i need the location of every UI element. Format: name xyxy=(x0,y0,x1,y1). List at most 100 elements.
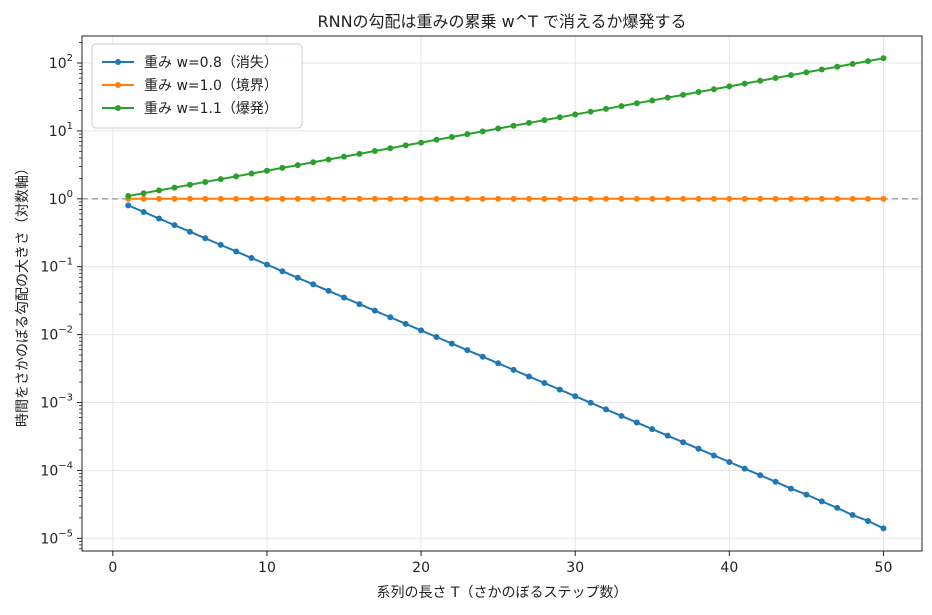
data-point-series-0 xyxy=(464,347,471,354)
data-point-series-1 xyxy=(680,195,687,202)
data-point-series-1 xyxy=(279,195,286,202)
data-point-series-0 xyxy=(248,255,255,262)
data-point-series-1 xyxy=(510,195,517,202)
y-tick-label: 10−5 xyxy=(40,528,73,547)
data-point-series-1 xyxy=(618,195,625,202)
data-point-series-2 xyxy=(433,136,440,143)
data-point-series-1 xyxy=(772,195,779,202)
data-point-series-2 xyxy=(618,103,625,110)
data-point-series-2 xyxy=(787,72,794,79)
data-point-series-2 xyxy=(757,77,764,84)
x-tick-label: 30 xyxy=(566,560,584,576)
data-point-series-1 xyxy=(371,195,378,202)
data-point-series-0 xyxy=(433,333,440,340)
data-point-series-1 xyxy=(310,195,317,202)
data-point-series-1 xyxy=(803,195,810,202)
data-point-series-0 xyxy=(171,222,178,229)
legend-label-0: 重み w=0.8（消失） xyxy=(144,55,278,71)
data-point-series-0 xyxy=(418,327,425,334)
data-point-series-2 xyxy=(387,145,394,152)
x-tick-label: 50 xyxy=(875,560,893,576)
data-point-series-1 xyxy=(356,195,363,202)
data-point-series-0 xyxy=(710,452,717,459)
data-point-series-0 xyxy=(294,274,301,281)
y-tick-label: 10−3 xyxy=(40,393,73,412)
data-point-series-2 xyxy=(865,58,872,65)
y-tick-label: 101 xyxy=(49,121,73,140)
data-point-series-2 xyxy=(572,111,579,118)
data-point-series-2 xyxy=(402,142,409,149)
data-point-series-0 xyxy=(202,235,209,242)
data-point-series-2 xyxy=(849,60,856,67)
data-point-series-2 xyxy=(726,83,733,90)
y-axis-label: 時間をさかのぼる勾配の大きさ（対数軸） xyxy=(15,161,31,427)
x-tick-label: 10 xyxy=(258,560,276,576)
data-point-series-2 xyxy=(325,156,332,163)
data-point-series-1 xyxy=(418,195,425,202)
data-point-series-2 xyxy=(310,159,317,166)
data-point-series-0 xyxy=(448,340,455,347)
data-point-series-1 xyxy=(186,195,193,202)
data-point-series-0 xyxy=(217,241,224,248)
data-point-series-2 xyxy=(495,125,502,132)
data-point-series-2 xyxy=(233,173,240,180)
data-point-series-1 xyxy=(880,195,887,202)
data-point-series-2 xyxy=(741,80,748,87)
data-point-series-2 xyxy=(818,66,825,73)
data-point-series-2 xyxy=(294,162,301,169)
data-point-series-2 xyxy=(356,150,363,157)
data-point-series-0 xyxy=(341,294,348,301)
data-point-series-0 xyxy=(156,215,163,222)
data-point-series-2 xyxy=(680,91,687,98)
series-group xyxy=(125,55,887,532)
data-point-series-1 xyxy=(325,195,332,202)
legend: 重み w=0.8（消失） 重み w=1.0（境界） 重み w=1.1（爆発） xyxy=(91,43,303,129)
x-axis-label: 系列の長さ T（さかのぼるステップ数） xyxy=(376,585,627,601)
data-point-series-0 xyxy=(726,458,733,465)
data-point-series-1 xyxy=(741,195,748,202)
data-point-series-0 xyxy=(356,301,363,308)
data-point-series-0 xyxy=(186,228,193,235)
data-point-series-0 xyxy=(402,320,409,327)
data-point-series-2 xyxy=(341,153,348,160)
data-point-series-1 xyxy=(818,195,825,202)
data-point-series-1 xyxy=(233,195,240,202)
data-point-series-0 xyxy=(849,512,856,519)
grid-lines xyxy=(82,36,922,551)
data-point-series-2 xyxy=(448,133,455,140)
data-point-series-1 xyxy=(525,195,532,202)
data-point-series-2 xyxy=(649,97,656,104)
data-point-series-0 xyxy=(834,504,841,511)
x-tick-label: 40 xyxy=(720,560,738,576)
data-point-series-2 xyxy=(587,108,594,115)
data-point-series-1 xyxy=(433,195,440,202)
data-point-series-1 xyxy=(202,195,209,202)
data-point-series-0 xyxy=(803,491,810,498)
data-point-series-0 xyxy=(865,517,872,524)
y-tick-label: 10−2 xyxy=(40,325,73,344)
data-point-series-0 xyxy=(140,208,147,215)
data-point-series-2 xyxy=(140,190,147,197)
data-point-series-0 xyxy=(772,478,779,485)
data-point-series-0 xyxy=(741,465,748,472)
data-point-series-2 xyxy=(525,119,532,126)
data-point-series-1 xyxy=(156,195,163,202)
y-axis-ticks: 10−5 10−4 10−3 10−2 10−1 100 101 102 xyxy=(40,42,82,550)
data-point-series-2 xyxy=(633,100,640,107)
legend-marker-0 xyxy=(115,59,121,65)
data-point-series-1 xyxy=(341,195,348,202)
data-point-series-0 xyxy=(387,314,394,321)
data-point-series-2 xyxy=(171,184,178,191)
data-point-series-2 xyxy=(263,167,270,174)
data-point-series-0 xyxy=(279,268,286,275)
data-point-series-0 xyxy=(125,202,132,209)
data-point-series-1 xyxy=(572,195,579,202)
data-point-series-0 xyxy=(556,386,563,393)
data-point-series-2 xyxy=(695,89,702,96)
data-point-series-2 xyxy=(603,105,610,112)
data-point-series-0 xyxy=(633,419,640,426)
y-tick-label: 100 xyxy=(49,189,73,208)
data-point-series-0 xyxy=(371,307,378,314)
data-point-series-2 xyxy=(186,181,193,188)
